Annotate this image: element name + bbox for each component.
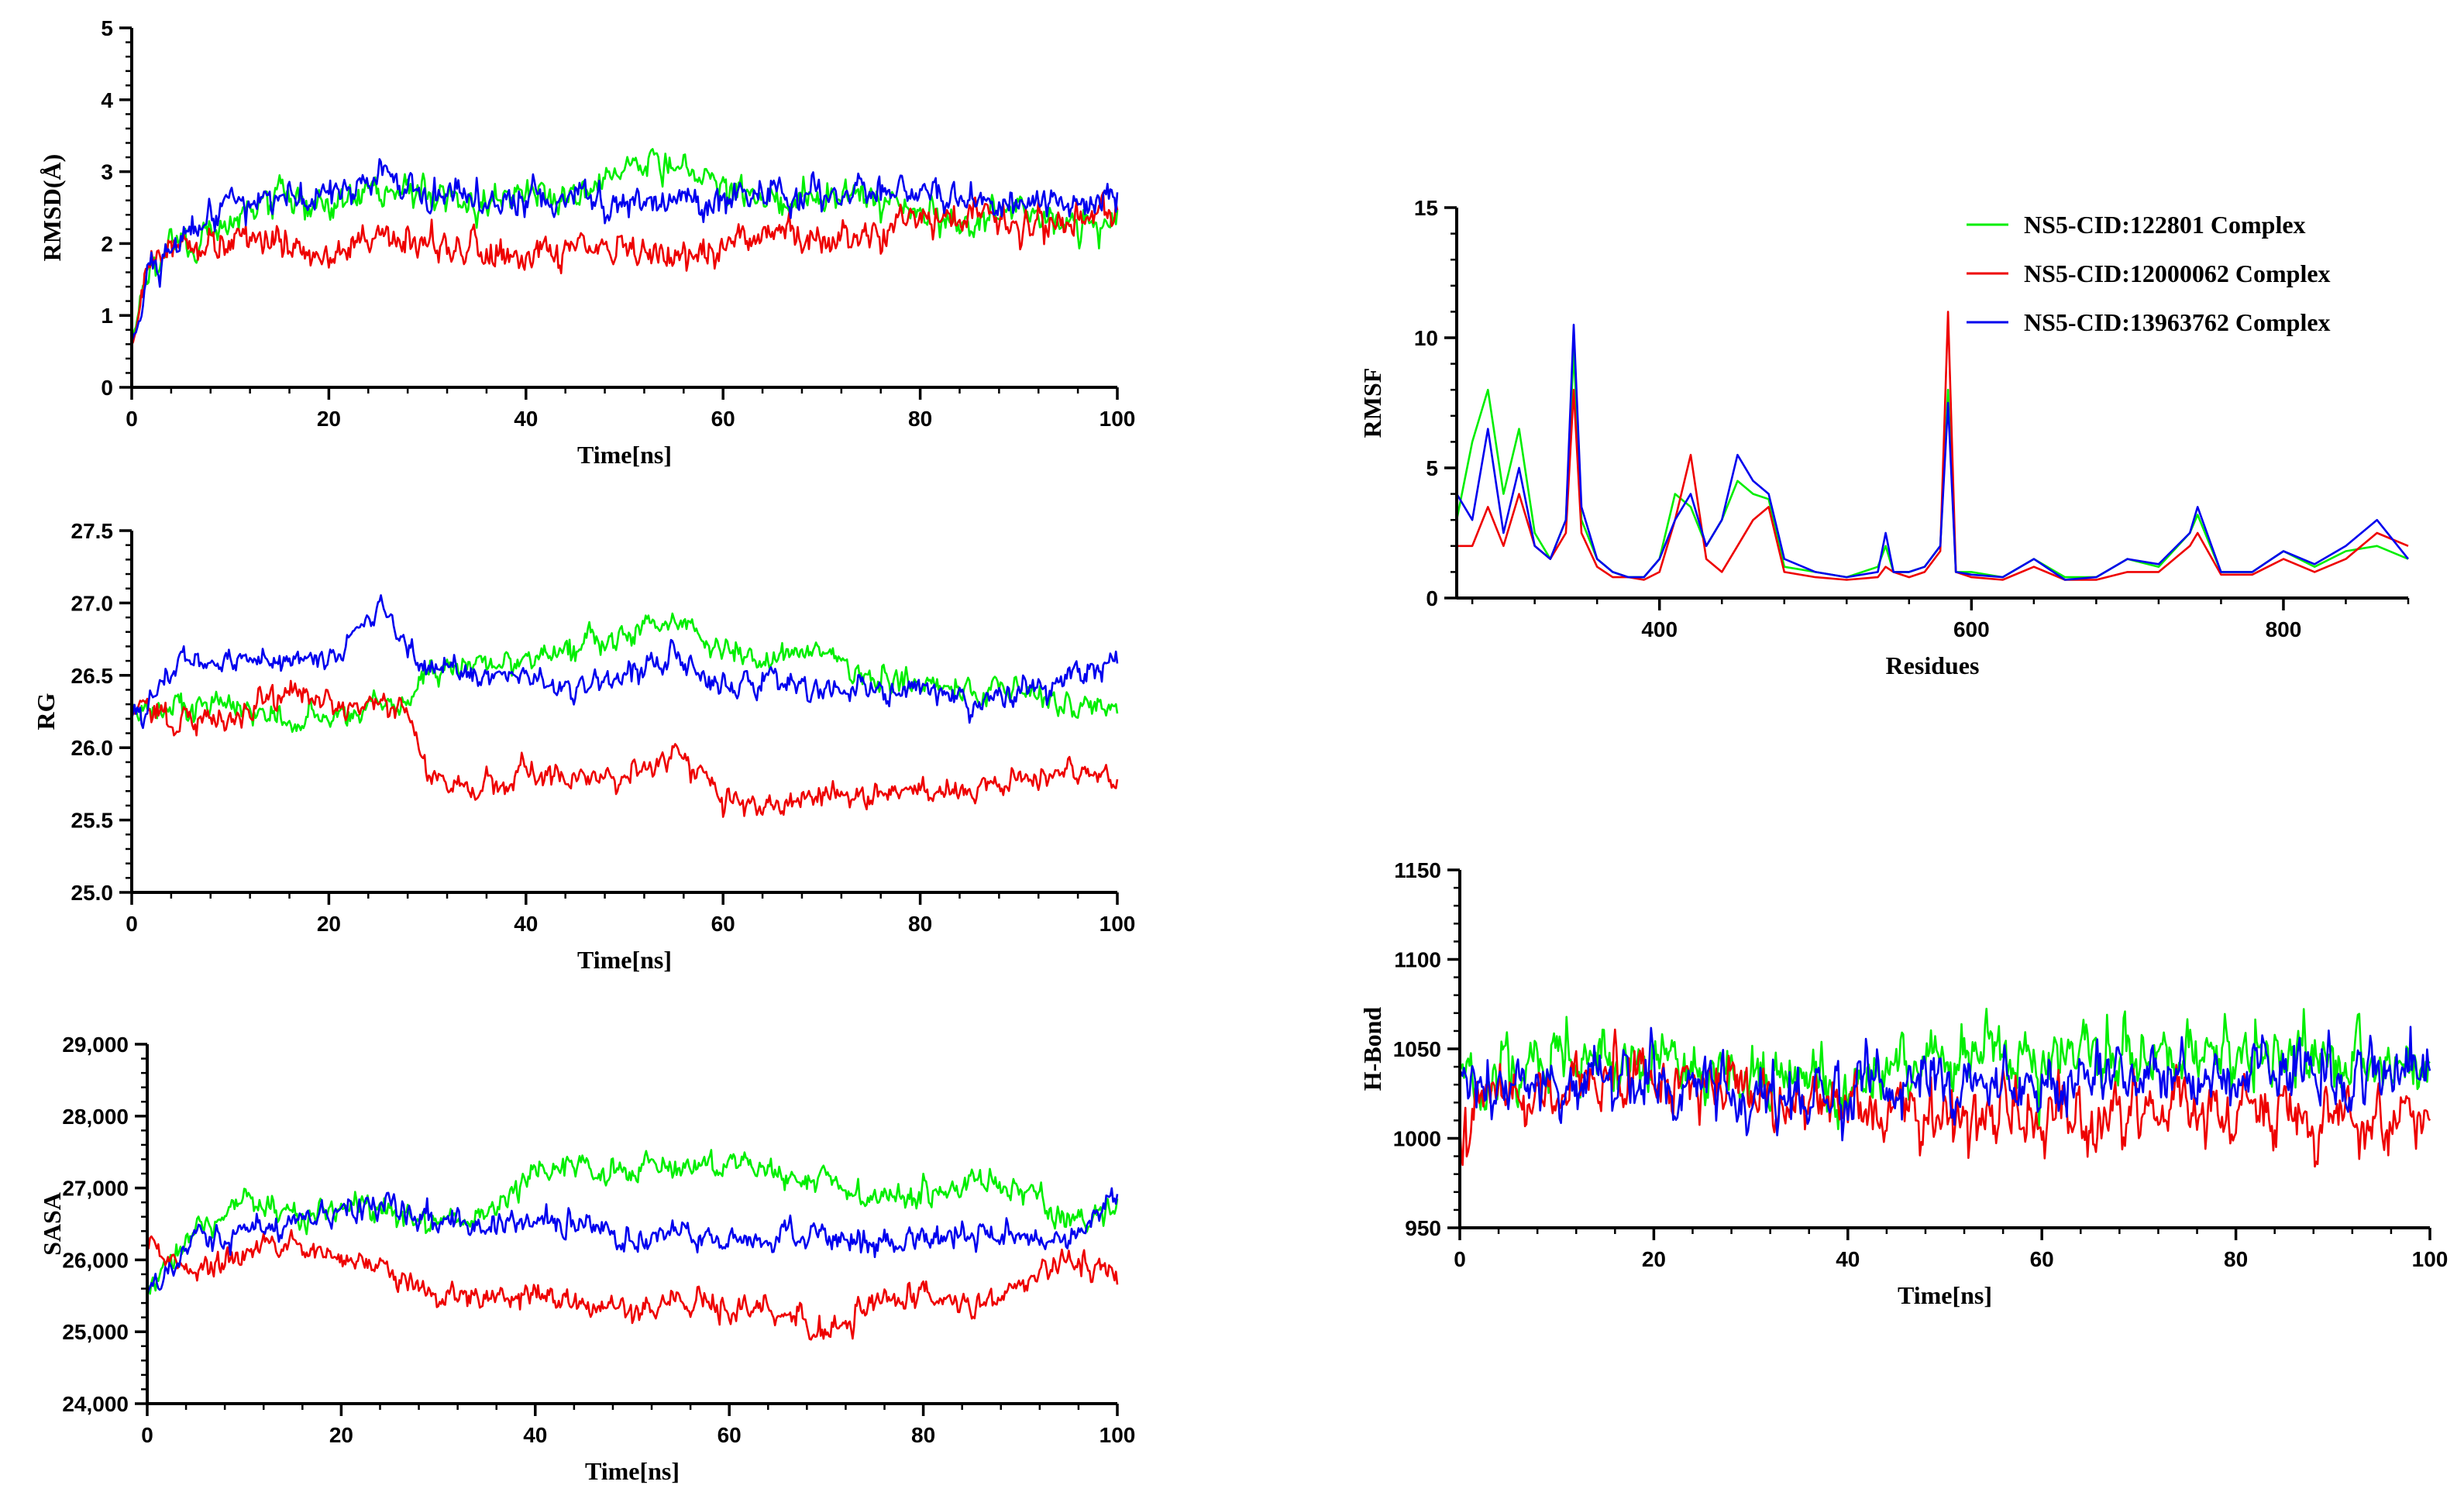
hbond-chart: 950 1000 1050 1100 1150 0 20 40 60 80 100 Time[ns] H…	[1358, 858, 2448, 1309]
rg-y-tick-label: 27.0	[71, 591, 114, 615]
rmsd-y-tick-label: 0	[101, 376, 113, 400]
rmsf-series-green-line	[1455, 349, 2409, 579]
rg-y-tick-label: 25.0	[71, 881, 114, 905]
sasa-y-tick-label: 29,000	[62, 1033, 129, 1057]
hbond-x-tick-label: 80	[2224, 1247, 2248, 1271]
sasa-y-axis-title: SASA	[38, 1192, 66, 1256]
rmsd-y-tick-label: 4	[101, 88, 113, 112]
rmsf-x-tick-label: 400	[1641, 617, 1678, 641]
rmsd-y-tick-label: 2	[101, 232, 113, 256]
rg-x-tick-label: 0	[126, 912, 138, 936]
sasa-x-tick-label: 100	[1100, 1423, 1136, 1447]
sasa-x-tick-label: 20	[329, 1423, 353, 1447]
rmsd-x-tick-label: 60	[711, 407, 735, 431]
rmsd-x-tick-label: 40	[514, 407, 538, 431]
sasa-series-red-line	[146, 1229, 1119, 1341]
rmsd-series-red-line	[130, 191, 1119, 345]
hbond-x-tick-label: 20	[1642, 1247, 1666, 1271]
hbond-y-axis-title: H-Bond	[1358, 1007, 1386, 1091]
hbond-y-tick-label: 1000	[1393, 1127, 1441, 1151]
rg-chart: 25.0 25.5 26.0 26.5 27.0 27.5 0 20 40 60 80 100 Time…	[32, 519, 1135, 974]
hbond-series-blue-line	[1458, 1026, 2431, 1142]
sasa-y-tick-label: 27,000	[62, 1177, 129, 1201]
rmsd-x-tick-label: 100	[1100, 407, 1136, 431]
rg-y-tick-label: 26.5	[71, 664, 114, 688]
hbond-y-tick-label: 1100	[1394, 948, 1441, 972]
rg-x-tick-label: 40	[514, 912, 538, 936]
rmsd-y-tick-label: 3	[101, 160, 113, 184]
sasa-x-tick-label: 40	[523, 1423, 547, 1447]
rg-y-tick-label: 26.0	[71, 736, 114, 760]
hbond-y-tick-label: 1050	[1393, 1037, 1441, 1061]
sasa-series-green-line	[146, 1149, 1119, 1297]
rmsd-chart: 0 1 2 3 4 5 0 20 40 60 80 100 Time[ns] RMSD(Å)	[38, 16, 1135, 469]
hbond-x-tick-label: 40	[1836, 1247, 1860, 1271]
rg-y-tick-label: 27.5	[71, 519, 114, 543]
rg-x-tick-label: 100	[1100, 912, 1136, 936]
rg-y-axis-title: RG	[32, 693, 60, 730]
sasa-x-axis-title: Time[ns]	[585, 1457, 680, 1485]
hbond-y-tick-label: 950	[1405, 1216, 1441, 1240]
rmsd-series-blue-line	[130, 158, 1119, 343]
rmsd-series-green-line	[130, 148, 1119, 345]
rmsf-y-tick-label: 15	[1414, 196, 1438, 220]
sasa-y-tick-label: 25,000	[62, 1320, 129, 1344]
rmsf-legend-label-red: NS5-CID:12000062 Complex	[2024, 260, 2331, 287]
rmsf-x-tick-label: 800	[2266, 617, 2302, 641]
rmsf-series-red-line	[1457, 311, 2409, 581]
rmsd-y-tick-label: 5	[101, 16, 113, 40]
rg-x-tick-label: 60	[711, 912, 735, 936]
rg-x-axis-title: Time[ns]	[577, 946, 672, 974]
rmsf-y-axis-title: RMSF	[1358, 368, 1386, 438]
rmsf-legend-label-green: NS5-CID:122801 Complex	[2024, 211, 2306, 239]
rmsd-x-tick-label: 80	[908, 407, 932, 431]
rmsf-y-tick-label: 5	[1426, 456, 1438, 480]
sasa-chart: 24,000 25,000 26,000 27,000 28,000 29,000 0 20 4…	[38, 1033, 1135, 1485]
rmsd-y-axis-title: RMSD(Å)	[38, 154, 66, 262]
rmsf-x-tick-label: 600	[1953, 617, 1990, 641]
rmsf-x-axis-title: Residues	[1886, 651, 1980, 679]
sasa-series-blue-line	[146, 1187, 1119, 1296]
sasa-y-tick-label: 24,000	[62, 1392, 129, 1416]
rg-y-tick-label: 25.5	[71, 809, 114, 833]
hbond-y-tick-label: 1150	[1394, 858, 1441, 882]
rmsf-y-tick-label: 10	[1414, 326, 1438, 350]
rmsd-x-tick-label: 20	[317, 407, 341, 431]
rg-x-tick-label: 20	[317, 912, 341, 936]
sasa-x-tick-label: 0	[141, 1423, 153, 1447]
rmsd-y-tick-label: 1	[101, 304, 113, 328]
rmsf-chart: 0 5 10 15 400 600 800 Residues RMSF NS5-CID:12280…	[1358, 196, 2410, 679]
rg-series-red-line	[130, 679, 1119, 818]
rmsf-series-blue-line	[1455, 323, 2410, 581]
sasa-x-tick-label: 80	[911, 1423, 935, 1447]
hbond-x-tick-label: 0	[1454, 1247, 1466, 1271]
rmsd-x-tick-label: 0	[126, 407, 138, 431]
sasa-x-tick-label: 60	[718, 1423, 742, 1447]
rmsd-x-axis-title: Time[ns]	[577, 441, 672, 469]
rg-x-tick-label: 80	[908, 912, 932, 936]
hbond-x-tick-label: 100	[2412, 1247, 2449, 1271]
rg-series-blue-line	[130, 594, 1119, 730]
hbond-x-tick-label: 60	[2030, 1247, 2054, 1271]
sasa-y-tick-label: 28,000	[62, 1105, 129, 1129]
hbond-x-axis-title: Time[ns]	[1898, 1281, 1992, 1309]
sasa-y-tick-label: 26,000	[62, 1248, 129, 1272]
rmsf-y-tick-label: 0	[1426, 586, 1438, 610]
rmsf-legend-label-blue: NS5-CID:13963762 Complex	[2024, 308, 2331, 336]
